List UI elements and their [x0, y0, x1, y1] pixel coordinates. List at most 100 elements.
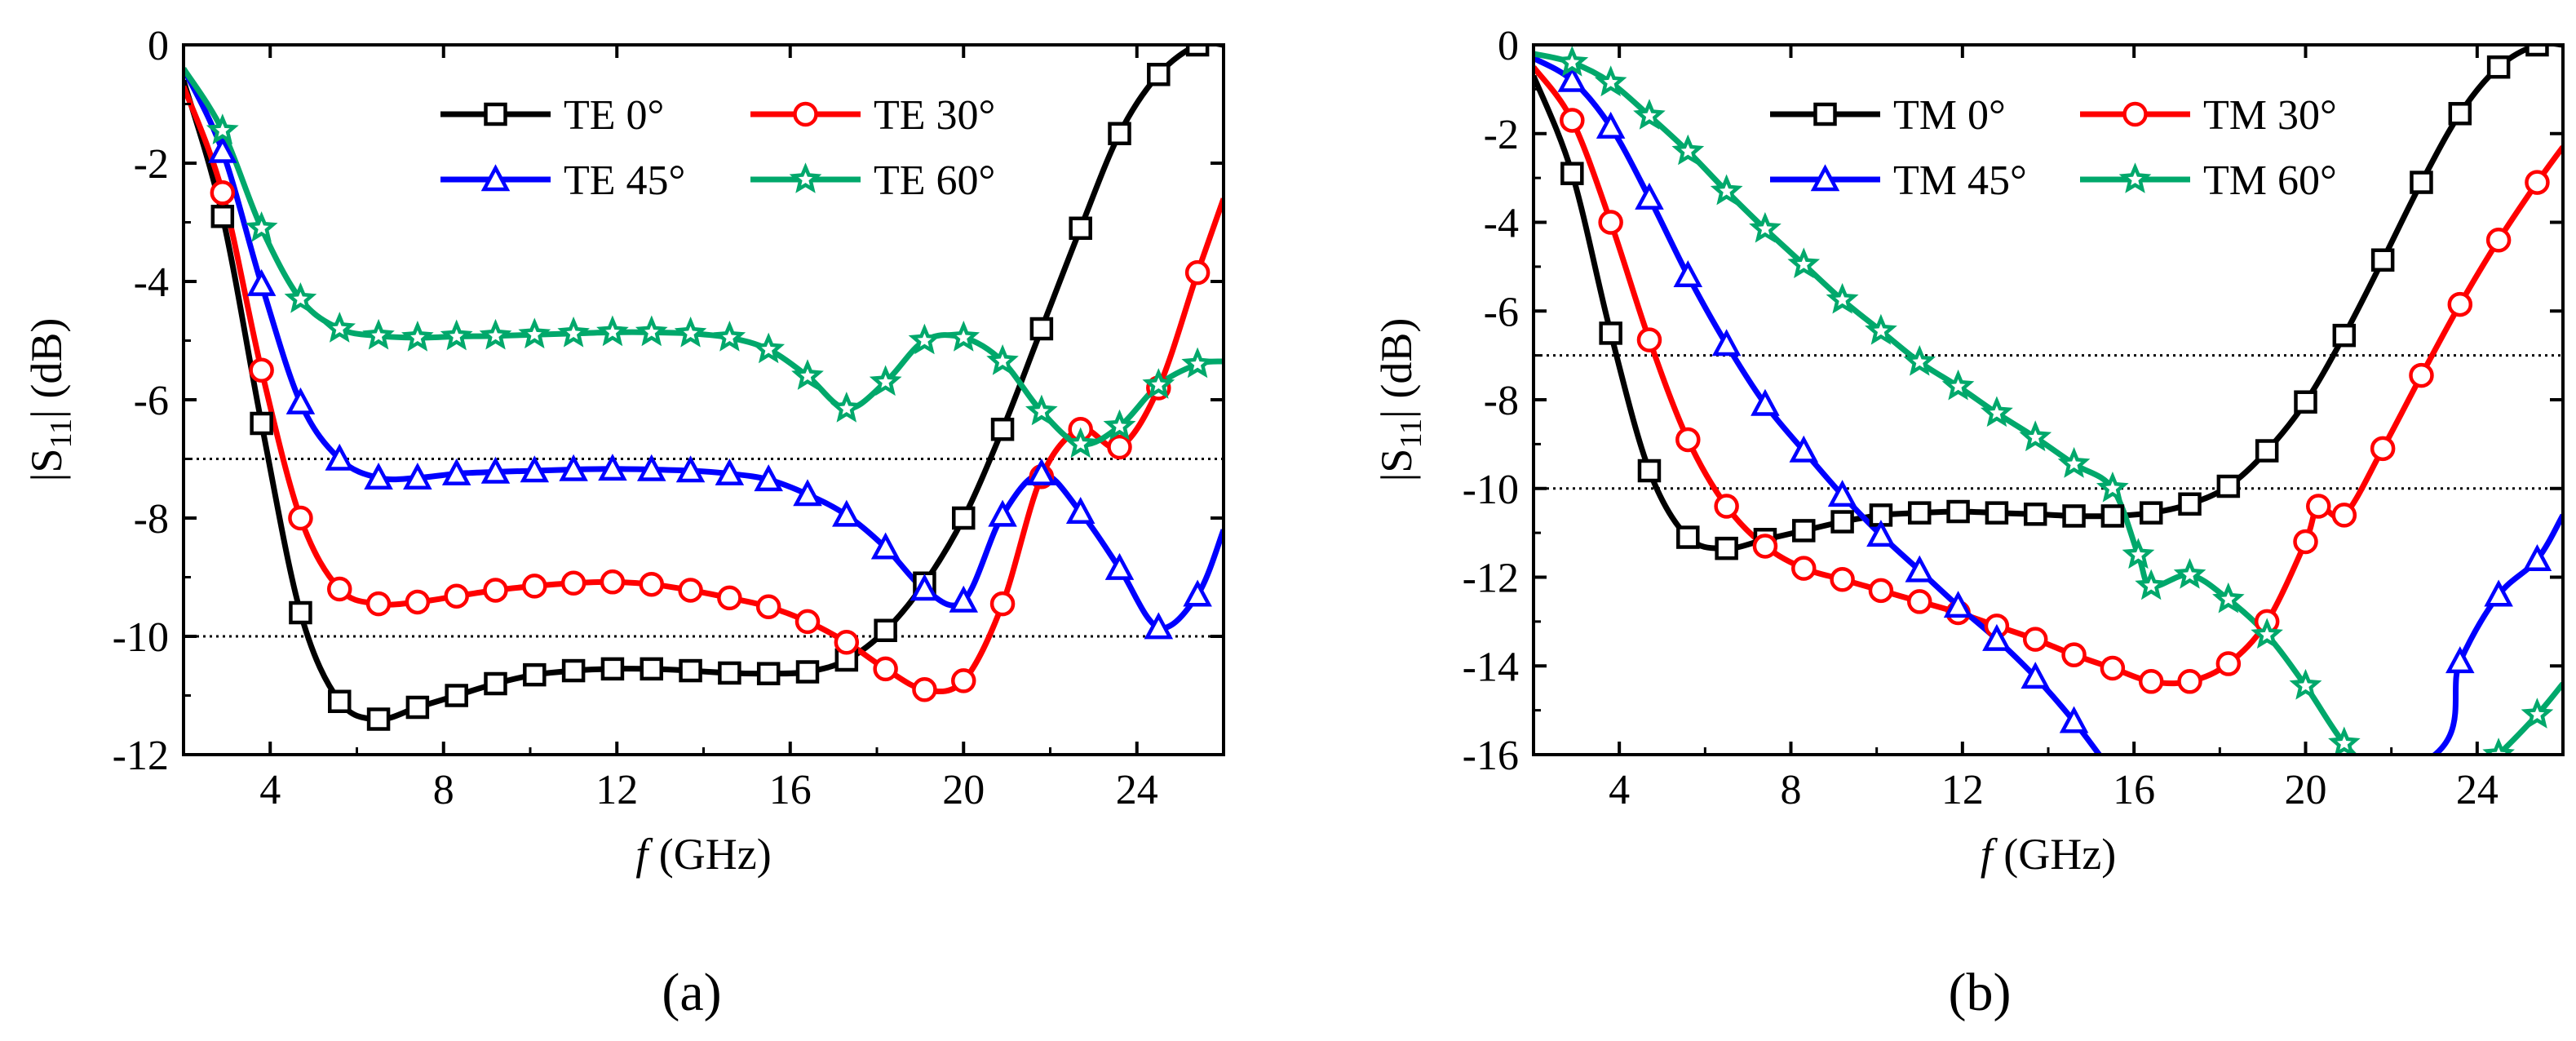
legend-label-a-1: TE 30° — [874, 92, 995, 139]
data-point-b-1-23 — [2370, 436, 2396, 462]
series-line-b-1 — [1534, 65, 2563, 687]
data-point-b-3-22 — [2328, 726, 2361, 755]
data-point-a-3-17 — [830, 392, 863, 423]
legend-label-b-2: TM 45° — [1893, 157, 2027, 204]
data-point-b-2-14 — [2059, 706, 2089, 733]
legend-marker-a-3 — [789, 162, 822, 193]
data-point-a-3-19 — [908, 323, 941, 355]
data-point-b-3-1 — [1556, 45, 1589, 77]
data-point-b-0-3 — [1637, 458, 1662, 483]
data-point-b-2-4 — [1673, 260, 1703, 287]
legend-label-a-2: TE 45° — [564, 157, 685, 204]
data-point-a-2-11 — [598, 454, 627, 481]
data-point-a-1-24 — [1107, 434, 1132, 460]
data-point-a-2-5 — [364, 462, 393, 489]
data-point-b-0-22 — [2370, 248, 2395, 272]
data-point-b-1-7 — [1791, 556, 1817, 581]
data-point-b-1-15 — [2100, 655, 2126, 681]
data-point-a-0-2 — [250, 411, 273, 436]
data-point-a-1-12 — [639, 571, 664, 597]
data-point-a-0-11 — [600, 657, 625, 681]
data-point-a-2-26 — [1183, 579, 1212, 607]
y-tick-label-b-2: -4 — [1484, 201, 1519, 247]
y-tick-label-b-3: -6 — [1484, 289, 1519, 335]
data-point-b-2-5 — [1711, 329, 1742, 357]
data-point-a-2-23 — [1065, 497, 1095, 524]
data-point-a-1-15 — [755, 594, 781, 619]
data-point-b-0-21 — [2332, 323, 2357, 348]
data-point-b-1-3 — [1636, 327, 1662, 352]
data-point-b-0-20 — [2294, 390, 2317, 414]
data-point-b-0-23 — [2410, 171, 2433, 194]
data-point-a-2-24 — [1104, 552, 1135, 580]
data-point-b-3-11 — [1941, 369, 1975, 401]
data-point-b-1-27 — [2525, 170, 2550, 195]
data-point-b-1-17 — [2177, 669, 2202, 694]
data-point-b-1-13 — [2022, 627, 2048, 652]
panel-label-a: (a) — [662, 963, 721, 1022]
data-point-a-3-21 — [986, 344, 1019, 375]
data-point-a-2-14 — [715, 458, 745, 485]
x-tick-label-b-0: 4 — [1609, 767, 1630, 813]
data-point-b-3-9 — [1865, 313, 1897, 345]
data-point-a-0-22 — [1029, 317, 1054, 341]
series-line-a-2 — [184, 67, 1224, 631]
data-point-b-3-7 — [1787, 247, 1821, 279]
data-point-a-0-20 — [952, 506, 976, 530]
data-point-b-0-24 — [2448, 102, 2472, 126]
data-point-a-3-22 — [1025, 394, 1058, 426]
y-tick-label-b-1: -2 — [1484, 112, 1519, 158]
data-point-a-3-24 — [1103, 409, 1136, 441]
data-point-b-2-18 — [2445, 646, 2475, 674]
data-point-b-2-2 — [1596, 111, 1626, 139]
data-point-b-2-7 — [1789, 435, 1819, 463]
x-tick-label-a-3: 16 — [769, 767, 812, 813]
x-tick-label-a-0: 4 — [259, 767, 281, 813]
legend-marker-a-0 — [484, 102, 507, 126]
x-axis-title-a: f (GHz) — [635, 830, 771, 879]
data-point-b-1-26 — [2485, 228, 2512, 253]
y-tick-label-b-0: 0 — [1498, 23, 1519, 69]
y-tick-label-b-7: -14 — [1463, 644, 1519, 690]
x-tick-label-b-3: 16 — [2113, 767, 2155, 813]
data-point-a-1-19 — [912, 677, 937, 702]
data-point-b-0-8 — [1830, 510, 1854, 534]
data-point-b-1-20 — [2293, 529, 2318, 555]
data-point-a-0-26 — [1185, 45, 1210, 57]
data-point-b-3-26 — [2482, 738, 2515, 755]
data-point-a-1-9 — [522, 574, 547, 599]
data-point-a-2-8 — [480, 456, 511, 484]
data-point-b-1-1 — [1560, 108, 1585, 133]
data-point-a-3-20 — [947, 321, 980, 352]
series-line-b-0 — [1534, 45, 2563, 552]
legend-label-b-1: TM 30° — [2203, 92, 2337, 139]
data-point-a-3-6 — [401, 321, 434, 352]
data-point-a-1-17 — [834, 630, 860, 655]
data-point-a-2-21 — [988, 499, 1017, 527]
x-axis-title-b: f (GHz) — [1981, 830, 2116, 879]
data-point-a-3-11 — [596, 315, 629, 347]
legend-marker-a-2 — [480, 164, 511, 192]
data-point-a-0-3 — [289, 600, 312, 625]
data-point-a-1-4 — [327, 576, 352, 602]
data-point-a-0-9 — [523, 662, 547, 687]
data-point-a-2-20 — [949, 585, 979, 613]
data-point-b-3-20 — [2251, 618, 2283, 649]
data-point-a-0-21 — [990, 418, 1015, 441]
data-point-a-0-10 — [561, 658, 586, 683]
data-point-a-2-25 — [1144, 612, 1174, 640]
data-point-a-3-5 — [362, 318, 395, 350]
data-point-a-1-7 — [444, 583, 469, 609]
data-point-a-1-8 — [483, 578, 508, 603]
data-point-b-0-1 — [1560, 162, 1584, 185]
data-point-a-2-16 — [793, 479, 822, 507]
data-point-a-2-13 — [675, 455, 706, 483]
data-point-b-1-5 — [1714, 494, 1739, 519]
data-point-b-2-20 — [2522, 544, 2552, 571]
y-tick-label-a-3: -6 — [134, 378, 169, 424]
data-point-b-1-25 — [2447, 291, 2473, 317]
data-point-b-1-8 — [1830, 566, 1855, 592]
series-line-a-0 — [184, 45, 1224, 723]
data-point-a-1-21 — [989, 591, 1016, 617]
data-point-b-1-6 — [1752, 534, 1778, 559]
